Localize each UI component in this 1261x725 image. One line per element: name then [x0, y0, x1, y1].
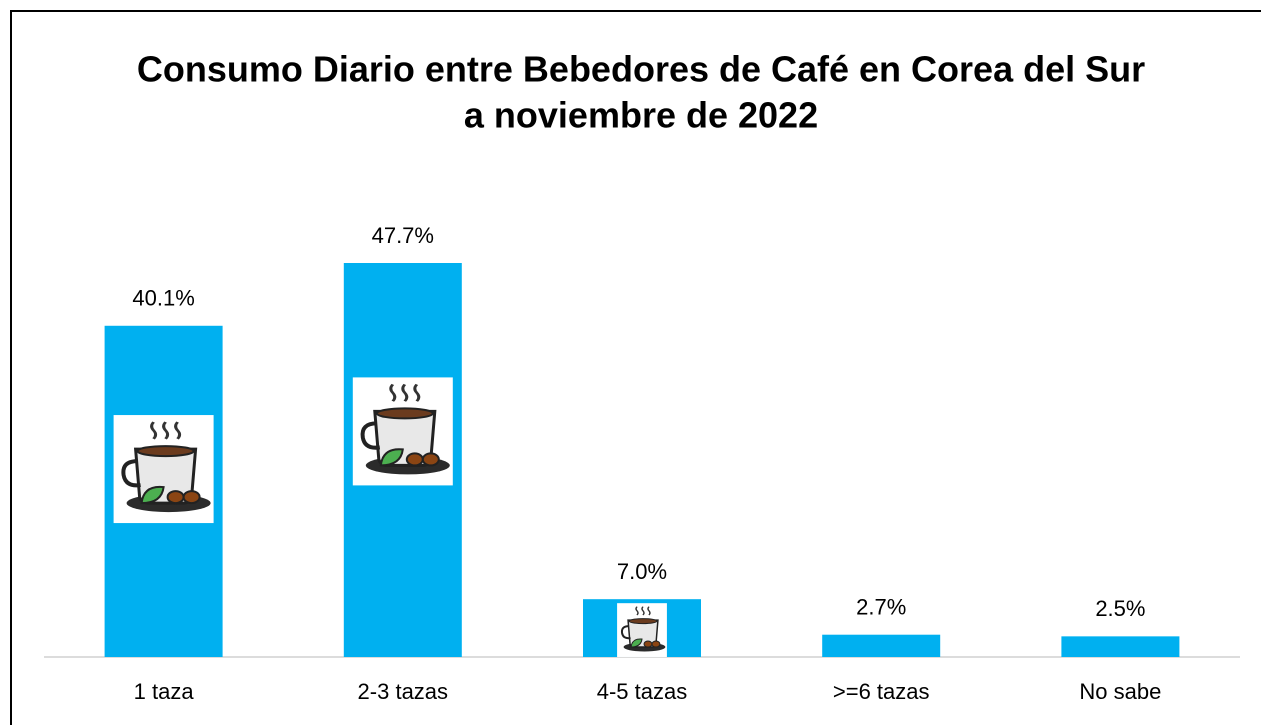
x-tick-label: 2-3 tazas [358, 679, 449, 704]
data-label: 47.7% [372, 223, 434, 248]
icon-coffee [628, 618, 658, 625]
icon-coffee [375, 407, 434, 420]
icon-bean [182, 490, 201, 505]
icon-steam [150, 421, 182, 440]
icon-handle [620, 625, 631, 640]
icon-bean [405, 452, 424, 467]
bar [822, 634, 941, 657]
icon-coffee [136, 445, 195, 458]
icon-handle [360, 421, 381, 450]
icon-bean [421, 452, 440, 467]
data-label: 7.0% [617, 559, 667, 584]
x-tick-label: No sabe [1079, 679, 1161, 704]
icon-bean [651, 640, 661, 648]
coffee-icon [617, 603, 667, 657]
coffee-icon [352, 377, 453, 486]
data-label: 2.7% [856, 595, 906, 620]
x-tick-label: >=6 tazas [833, 679, 930, 704]
icon-bean [643, 640, 653, 648]
bar [1061, 636, 1180, 657]
icon-steam [635, 606, 651, 616]
coffee-icon [113, 415, 214, 524]
icon-leaf [140, 485, 165, 505]
data-label: 40.1% [132, 286, 194, 311]
x-tick-label: 4-5 tazas [597, 679, 688, 704]
icon-handle [121, 459, 141, 488]
icon-leaf [379, 448, 404, 467]
icon-steam [389, 383, 421, 402]
chart-title: a noviembre de 2022 [464, 95, 818, 136]
chart-title: Consumo Diario entre Bebedores de Café e… [137, 49, 1145, 90]
data-label: 2.5% [1095, 596, 1145, 621]
icon-bean [166, 490, 185, 505]
x-tick-label: 1 taza [134, 679, 195, 704]
icon-leaf [630, 638, 643, 648]
